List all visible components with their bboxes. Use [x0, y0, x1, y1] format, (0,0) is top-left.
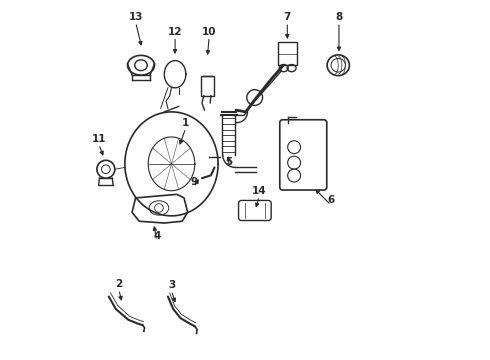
Bar — [201, 76, 214, 96]
Text: 8: 8 — [335, 12, 343, 22]
Text: 7: 7 — [284, 12, 291, 22]
Text: 11: 11 — [92, 134, 106, 144]
Text: 13: 13 — [128, 12, 143, 22]
Text: 10: 10 — [202, 27, 217, 37]
Text: 5: 5 — [225, 157, 233, 167]
Text: 2: 2 — [115, 279, 122, 289]
Text: 1: 1 — [182, 118, 190, 128]
Text: 14: 14 — [252, 186, 267, 196]
Text: 6: 6 — [327, 195, 335, 205]
Text: 4: 4 — [153, 231, 160, 241]
Bar — [278, 42, 296, 65]
Text: 12: 12 — [168, 27, 182, 37]
Text: 9: 9 — [191, 177, 197, 187]
Text: 3: 3 — [168, 280, 175, 291]
